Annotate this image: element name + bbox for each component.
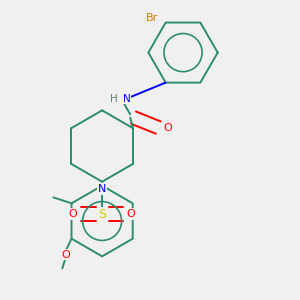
Text: O: O (69, 209, 77, 219)
Text: O: O (127, 209, 136, 219)
Text: N: N (98, 184, 106, 194)
Text: O: O (61, 250, 70, 260)
Text: Br: Br (146, 13, 159, 22)
Text: S: S (98, 208, 106, 220)
Text: O: O (163, 122, 172, 133)
Text: N: N (123, 94, 131, 104)
Text: H: H (110, 94, 118, 104)
